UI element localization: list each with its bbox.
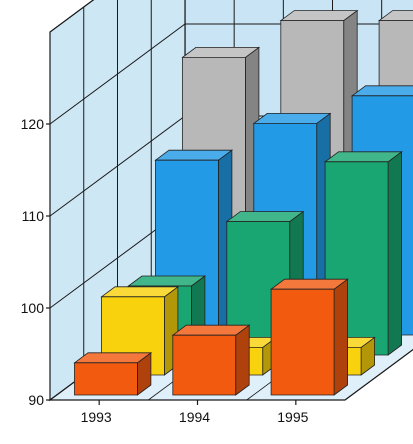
bar-top xyxy=(254,113,330,123)
x-tick-label: 1993 xyxy=(81,409,112,425)
bar-top xyxy=(227,212,303,222)
bar-side xyxy=(334,279,348,395)
bar-s0-1995 xyxy=(271,279,348,395)
bar-front xyxy=(173,335,236,395)
y-tick-label: 120 xyxy=(21,116,45,132)
bar-top xyxy=(281,11,357,21)
bar-top xyxy=(173,325,249,335)
y-tick-label: 100 xyxy=(21,300,45,316)
bar-top xyxy=(183,47,259,57)
bar-top xyxy=(128,276,205,286)
bar-front xyxy=(271,289,334,395)
bar-top xyxy=(271,279,348,289)
bar-top xyxy=(102,287,178,297)
bar-top xyxy=(75,353,151,363)
x-tick-label: 1995 xyxy=(277,409,308,425)
bar-side xyxy=(388,152,402,355)
bar-side xyxy=(236,325,250,395)
x-tick-label: 1994 xyxy=(179,409,210,425)
bar-top xyxy=(156,150,232,160)
y-tick-label: 110 xyxy=(22,208,45,224)
bar-front xyxy=(75,363,138,395)
bar-s0-1994 xyxy=(173,325,249,395)
y-tick-label: 90 xyxy=(28,392,44,408)
bar-s0-1993 xyxy=(75,353,151,395)
bar-top xyxy=(325,152,402,162)
